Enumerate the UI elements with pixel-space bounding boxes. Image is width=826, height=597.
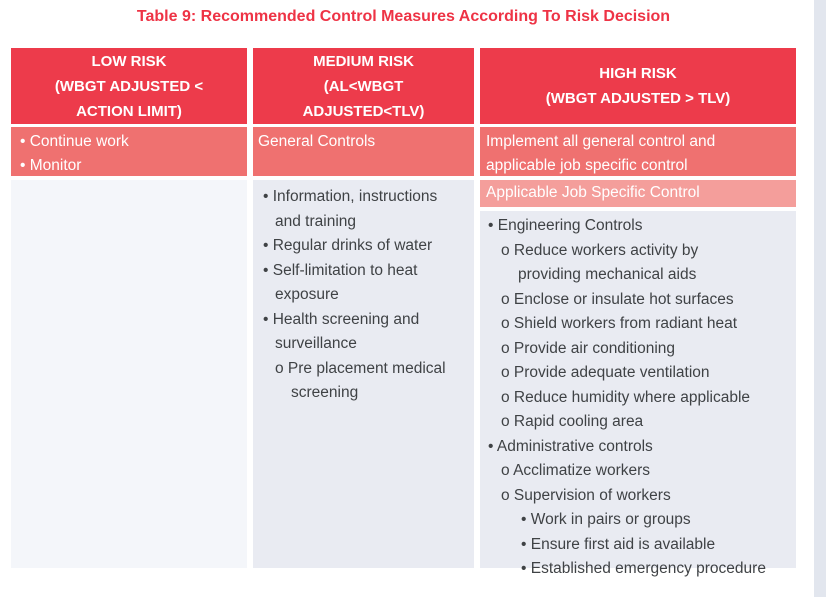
- summary-line: Implement all general control and: [486, 133, 716, 150]
- column-medium-risk: MEDIUM RISK (AL<WBGT ADJUSTED<TLV) Gener…: [253, 48, 474, 568]
- list-item: o Reduce workers activity by: [501, 241, 699, 259]
- list-item: • Regular drinks of water: [263, 237, 433, 254]
- list-item: o Acclimatize workers: [501, 462, 651, 479]
- list-item: • Health screening and: [263, 310, 420, 328]
- list-item: • Self-limitation to heat: [263, 261, 418, 279]
- list-item: • Established emergency procedure: [521, 560, 766, 577]
- header-cell-medium-risk: MEDIUM RISK (AL<WBGT ADJUSTED<TLV): [253, 48, 474, 124]
- summary-cell-high-risk: Implement all general control and applic…: [480, 127, 796, 176]
- sub-header-cell-applicable-job-specific-control: Applicable Job Specific Control: [480, 180, 796, 207]
- summary-cell-medium-risk: General Controls: [253, 127, 474, 176]
- list-item: o Enclose or insulate hot surfaces: [501, 290, 734, 308]
- body-cell-medium-risk: • Information, instructions and training…: [253, 180, 474, 568]
- header-line: (WBGT ADJUSTED <: [54, 77, 204, 95]
- body-cell-high-risk: • Engineering Controls o Reduce workers …: [480, 211, 796, 577]
- list-item: • Ensure first aid is available: [521, 535, 716, 553]
- risk-control-table: LOW RISK (WBGT ADJUSTED < ACTION LIMIT) …: [11, 48, 796, 577]
- summary-line: applicable job specific control: [486, 157, 688, 174]
- header-line: MEDIUM RISK: [313, 52, 414, 70]
- header-line: HIGH RISK: [599, 65, 677, 82]
- header-line: LOW RISK: [91, 52, 167, 70]
- table-title: Table 9: Recommended Control Measures Ac…: [136, 8, 671, 25]
- list-item: • Monitor: [20, 157, 82, 174]
- header-line: (AL<WBGT: [323, 77, 404, 95]
- list-item: o Supervision of workers: [501, 486, 671, 504]
- header-line: (WBGT ADJUSTED > TLV): [545, 90, 731, 107]
- list-item: • Information, instructions: [263, 188, 438, 205]
- right-margin-band: [814, 0, 826, 597]
- summary-label: General Controls: [258, 133, 376, 150]
- list-item: screening: [291, 384, 359, 401]
- header-cell-low-risk: LOW RISK (WBGT ADJUSTED < ACTION LIMIT): [11, 48, 247, 124]
- body-cell-low-risk: [11, 180, 247, 568]
- list-item: o Rapid cooling area: [501, 413, 644, 430]
- list-item: o Provide air conditioning: [501, 339, 676, 357]
- list-item: exposure: [275, 286, 339, 303]
- list-item: • Continue work: [20, 133, 129, 150]
- list-item: o Shield workers from radiant heat: [501, 315, 738, 332]
- list-item: providing mechanical aids: [518, 266, 697, 283]
- column-low-risk: LOW RISK (WBGT ADJUSTED < ACTION LIMIT) …: [11, 48, 247, 568]
- header-line: ACTION LIMIT): [76, 102, 182, 120]
- header-cell-high-risk: HIGH RISK (WBGT ADJUSTED > TLV): [480, 48, 796, 124]
- list-item: o Reduce humidity where applicable: [501, 388, 751, 406]
- column-high-risk: HIGH RISK (WBGT ADJUSTED > TLV) Implemen…: [480, 48, 796, 577]
- list-item: • Administrative controls: [488, 437, 653, 455]
- list-item: • Work in pairs or groups: [521, 511, 691, 528]
- list-item: o Pre placement medical: [275, 359, 446, 377]
- list-item: o Provide adequate ventilation: [501, 364, 710, 381]
- list-item: surveillance: [275, 335, 357, 352]
- list-item: and training: [275, 212, 357, 230]
- list-item: • Engineering Controls: [488, 217, 643, 234]
- header-line: ADJUSTED<TLV): [302, 102, 425, 120]
- summary-cell-low-risk: • Continue work • Monitor: [11, 127, 247, 176]
